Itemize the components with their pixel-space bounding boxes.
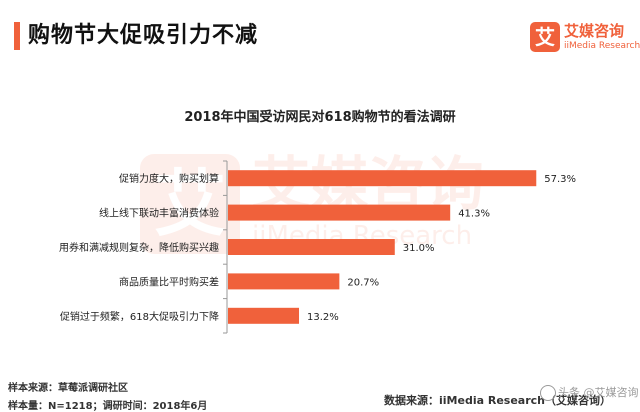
brand-mark-icon: 艾 [530,22,560,52]
title-accent-bar [14,22,20,50]
bar [228,307,300,324]
bar [228,170,537,187]
value-label: 31.0% [403,243,435,254]
brand-logo: 艾 艾媒咨询 iiMedia Research [530,22,640,58]
category-label: 用券和满减规则复杂，降低购买兴趣 [59,241,219,254]
chart-title: 2018年中国受访网民对618购物节的看法调研 [184,110,456,125]
bar [228,239,395,255]
platform-credit-text: 头条 @艾媒咨询 [558,386,639,399]
brand-name-cn: 艾媒咨询 [564,22,625,40]
platform-badge-icon [540,385,556,401]
category-label: 促销过于频繁，618大促吸引力下降 [60,310,219,323]
value-label: 57.3% [544,174,576,185]
category-label: 线上线下联动丰富消费体验 [99,207,219,220]
category-label: 商品质量比平时购买差 [119,275,219,288]
page-title: 购物节大促吸引力不减 [28,23,259,48]
bar [228,204,451,221]
sample-size: 样本量：N=1218；调研时间：2018年6月 [8,401,208,412]
bar [228,273,340,290]
value-label: 41.3% [458,209,490,220]
value-label: 13.2% [307,312,339,323]
category-label: 促销力度大，购买划算 [119,172,219,185]
value-label: 20.7% [347,277,379,288]
platform-credit: 头条 @艾媒咨询 [540,384,639,401]
brand-name-en: iiMedia Research [564,41,640,51]
sample-source: 样本来源：草莓派调研社区 [8,383,128,394]
